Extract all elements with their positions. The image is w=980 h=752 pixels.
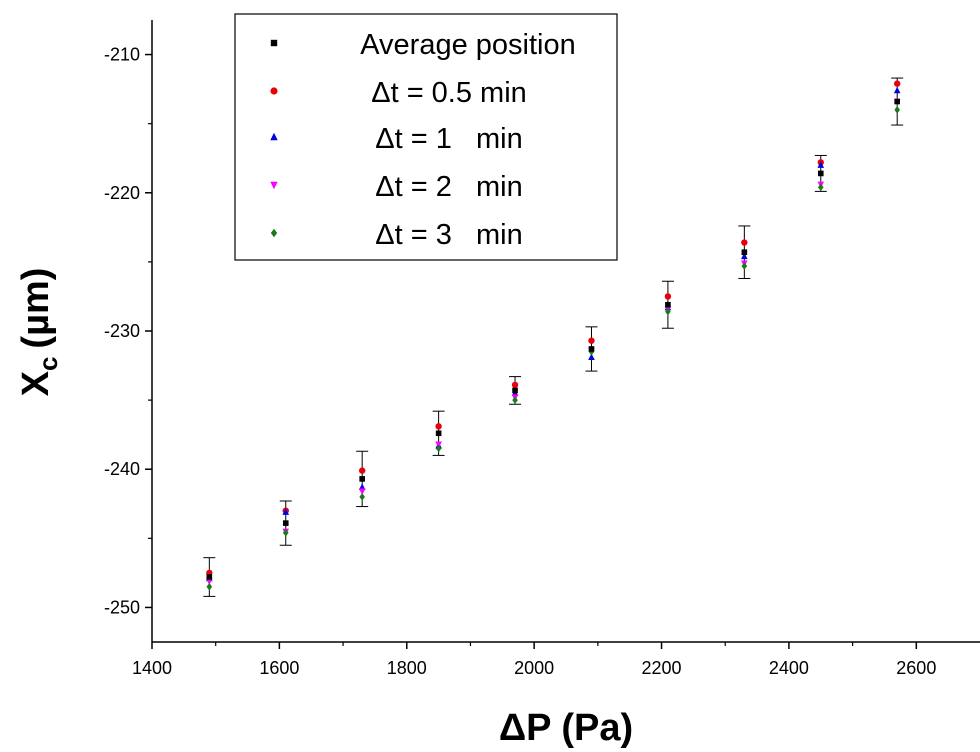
data-point-diamond <box>359 493 365 501</box>
x-axis-title: ΔP (Pa) <box>499 707 633 749</box>
data-point-square <box>359 476 365 482</box>
data-point-triangle-up <box>893 86 901 94</box>
x-tick-label: 1800 <box>387 658 427 678</box>
y-tick-label: -250 <box>104 597 140 617</box>
data-point-square <box>282 520 289 526</box>
y-axis-title-main: X <box>15 370 57 396</box>
legend-label: Δt = 1 min <box>375 123 523 155</box>
legend-label: Δt = 0.5 min <box>371 77 527 109</box>
data-point-diamond <box>817 183 824 192</box>
data-point-triangle-up <box>817 161 825 168</box>
legend-marker-diamond <box>270 228 278 238</box>
x-tick-label: 2600 <box>896 658 936 678</box>
data-point-triangle-up <box>588 353 595 361</box>
data-point-circle <box>894 80 901 87</box>
data-point-triangle-down <box>206 578 213 585</box>
data-point-diamond <box>512 396 518 404</box>
data-point-square <box>588 346 595 352</box>
data-point-triangle-up <box>741 252 748 260</box>
y-axis-title: Xc (µm) <box>15 268 63 397</box>
y-tick-label: -240 <box>104 459 140 479</box>
y-tick-label: -210 <box>104 45 140 65</box>
y-axis-title-unit: (µm) <box>15 268 57 349</box>
data-point-square <box>817 170 824 177</box>
data-point-square <box>512 387 518 394</box>
x-ticks: 1400 1600 1800 2000 2200 2400 2600 <box>132 642 936 678</box>
legend-marker-triangle-down <box>270 181 278 190</box>
data-point-circle <box>511 381 519 389</box>
legend-label: Δt = 2 min <box>375 171 523 203</box>
data-point-square <box>206 574 213 580</box>
data-point-circle <box>358 467 366 474</box>
data-point-diamond <box>741 262 748 270</box>
legend-marker-triangle-up <box>270 132 278 141</box>
y-axis-title-subscript: c <box>33 357 63 371</box>
legend-label: Δt = 3 min <box>375 219 523 251</box>
y-tick-label: -230 <box>104 321 140 341</box>
data-point-square <box>741 249 748 256</box>
legend-box <box>234 13 618 261</box>
data-point-square <box>894 98 900 105</box>
legend-marker-square <box>270 39 278 47</box>
svg-text:Xc(µm): Xc (µm) <box>15 268 63 397</box>
data-point-triangle-up <box>282 508 290 515</box>
data-point-square <box>665 301 671 308</box>
legend-label: Average position <box>360 29 576 61</box>
data-point-square <box>435 430 442 437</box>
data-point-diamond <box>435 444 442 453</box>
data-point-circle <box>588 337 595 344</box>
x-tick-label: 1600 <box>259 658 299 678</box>
data-point-triangle-down <box>358 488 366 496</box>
x-tick-label: 2400 <box>769 658 809 678</box>
y-ticks: -250 -240 -230 -220 -210 <box>104 45 152 617</box>
data-point-circle <box>435 423 442 430</box>
y-tick-label: -220 <box>104 183 140 203</box>
data-point-circle <box>741 239 748 246</box>
data-point-diamond <box>665 307 671 316</box>
legend: Average position Δt = 0.5 min Δt = 1 min Δt… <box>234 13 618 261</box>
x-tick-label: 2200 <box>642 658 682 678</box>
data-point-diamond <box>206 582 213 591</box>
data-points <box>206 80 901 591</box>
legend-marker-circle <box>270 87 278 95</box>
data-point-diamond <box>282 529 289 537</box>
x-tick-label: 2000 <box>514 658 554 678</box>
data-point-triangle-up <box>358 483 366 490</box>
data-point-circle <box>664 293 672 300</box>
x-tick-label: 1400 <box>132 658 172 678</box>
data-point-diamond <box>894 106 900 114</box>
